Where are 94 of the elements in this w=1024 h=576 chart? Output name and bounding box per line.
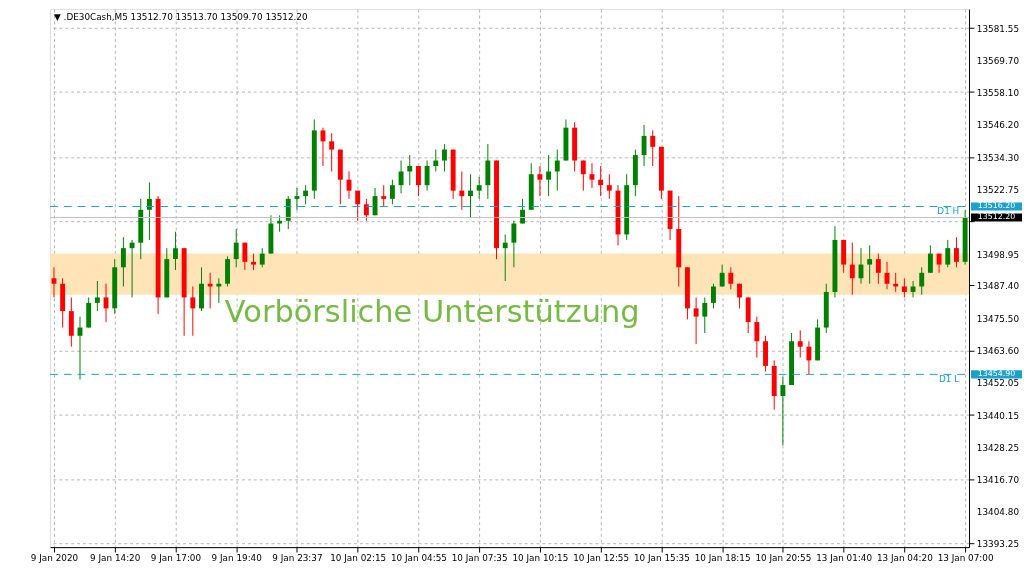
candlestick: [945, 239, 951, 268]
y-tick-label: 13581.55: [976, 23, 1019, 34]
candlestick: [381, 184, 387, 208]
x-tick-label: 10 Jan 12:55: [573, 553, 630, 564]
candlestick: [407, 154, 413, 186]
y-tick-label: 13534.30: [976, 152, 1020, 163]
y-tick-label: 13452.05: [976, 378, 1019, 389]
y-tick-label: 13393.25: [976, 539, 1019, 550]
candlestick: [173, 231, 178, 271]
candlestick: [303, 184, 309, 205]
ref-line-label: 13512.20: [977, 212, 1016, 222]
candlestick: [389, 179, 395, 205]
x-tick-label: 9 Jan 23:37: [272, 553, 323, 564]
x-tick-label: 10 Jan 04:55: [390, 553, 447, 564]
candlestick: [329, 132, 335, 172]
candlestick: [693, 296, 699, 345]
y-tick-label: 13463.60: [976, 346, 1020, 357]
candlestick: [875, 253, 881, 285]
candlestick: [502, 233, 508, 282]
candlestick: [511, 220, 517, 268]
candlestick: [520, 198, 526, 224]
y-tick-label: 13440.15: [976, 410, 1019, 421]
candlestick: [476, 176, 482, 200]
x-tick-label: 10 Jan 20:55: [755, 553, 812, 564]
candlestick: [433, 149, 439, 172]
y-tick-label: 13498.95: [976, 249, 1019, 260]
chart-title: ▼ .DE30Cash,M5 13512.70 13513.70 13509.70 13512.20: [54, 11, 308, 22]
x-tick-label: 13 Jan 01:40: [816, 553, 873, 564]
candlestick: [424, 160, 430, 192]
candlestick: [728, 266, 734, 290]
candlestick: [242, 242, 248, 271]
candlestick: [554, 149, 560, 192]
candlestick: [641, 124, 647, 167]
candlestick: [120, 236, 126, 287]
candlestick: [468, 173, 473, 219]
x-tick-label: 10 Jan 15:35: [633, 553, 690, 564]
candlestick: [233, 228, 239, 268]
candlestick: [737, 283, 742, 309]
candlestick: [780, 376, 786, 446]
candlestick: [285, 195, 291, 230]
candlestick: [910, 280, 916, 298]
candlestick: [867, 244, 873, 285]
candlestick: [849, 242, 855, 296]
candlestick: [927, 244, 933, 274]
candlestick: [754, 316, 760, 359]
candlestick: [442, 143, 447, 172]
y-tick-label: 13558.10: [976, 87, 1020, 98]
candlestick: [459, 170, 465, 211]
annotation: D1 H: [937, 206, 960, 217]
candlestick: [580, 160, 586, 192]
x-tick-label: 13 Jan 07:00: [937, 553, 994, 564]
candlestick: [363, 198, 369, 222]
y-tick-label: 13546.20: [976, 120, 1020, 131]
candlestick: [953, 236, 959, 268]
x-tick-label: 9 Jan 19:40: [211, 553, 263, 564]
y-tick-label: 13522.75: [976, 184, 1019, 195]
x-tick-label: 9 Jan 2020: [30, 553, 79, 564]
candlestick: [797, 329, 803, 359]
x-tick-label: 13 Jan 04:20: [876, 553, 934, 564]
candlestick: [702, 296, 708, 334]
candlestick: [919, 266, 925, 296]
candlestick: [146, 181, 152, 241]
x-tick-label: 9 Jan 14:20: [90, 553, 141, 564]
ref-line-label: 13454.90: [977, 369, 1016, 379]
x-tick-label: 10 Jan 18:15: [694, 553, 751, 564]
candlestick: [294, 187, 300, 211]
candlestick: [806, 340, 812, 375]
y-tick-label: 13475.50: [976, 313, 1020, 324]
candlestick: [650, 129, 656, 167]
candlestick: [598, 165, 604, 197]
candlestick: [901, 277, 907, 298]
x-tick-label: 9 Jan 17:00: [150, 553, 202, 564]
y-tick-label: 13404.80: [976, 507, 1020, 518]
y-tick-label: 13569.70: [976, 55, 1020, 66]
candlestick: [190, 285, 196, 337]
candlestick: [711, 283, 716, 309]
annotation: D1 L: [939, 374, 960, 385]
candlestick: [606, 173, 612, 200]
ref-line-label: 13516.20: [977, 201, 1016, 211]
candlestick: [94, 280, 100, 312]
candlestick: [415, 165, 421, 197]
x-tick-label: 10 Jan 02:15: [330, 553, 387, 564]
candlestick: [546, 154, 552, 197]
candlestick: [398, 160, 404, 194]
candlestick: [129, 239, 135, 298]
candlestick: [355, 190, 361, 222]
x-tick-label: 10 Jan 10:15: [512, 553, 569, 564]
x-tick-label: 10 Jan 07:35: [451, 553, 508, 564]
y-tick-label: 13416.70: [976, 474, 1020, 485]
candlestick: [259, 247, 265, 268]
band-label: Vorbörsliche Unterstützung: [224, 294, 640, 330]
candlestick: [537, 165, 543, 197]
y-tick-label: 13428.25: [976, 443, 1019, 454]
y-tick-label: 13487.40: [976, 281, 1020, 292]
